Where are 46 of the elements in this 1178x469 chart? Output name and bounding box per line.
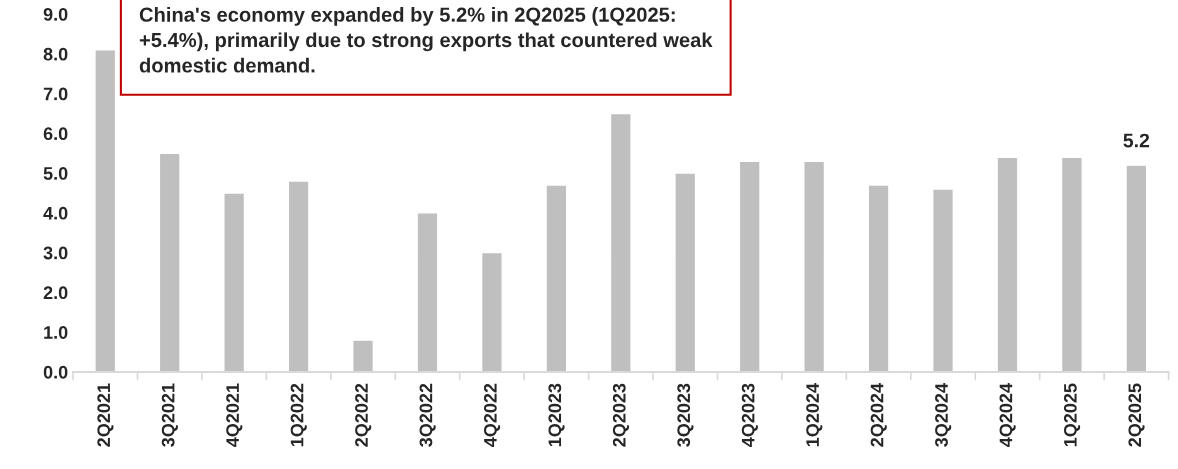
y-tick-label: 3.0	[43, 246, 68, 260]
x-tick-label: 3Q2021	[161, 383, 178, 447]
y-tick-label: 0.0	[43, 365, 68, 379]
y-tick-label: 9.0	[43, 8, 68, 21]
y-tick-label: 6.0	[43, 127, 68, 141]
bar	[223, 192, 246, 372]
bar	[932, 188, 955, 372]
y-tick-label: 1.0	[44, 326, 68, 339]
x-tick-label: 3Q2023	[677, 383, 694, 447]
x-tick-label: 1Q2025	[1063, 383, 1081, 447]
bar	[1125, 164, 1148, 372]
x-tick-label: 1Q2024	[806, 383, 823, 447]
bar	[287, 180, 310, 372]
bar	[609, 112, 632, 372]
bar	[738, 160, 761, 372]
x-tick-label: 4Q2021	[226, 383, 243, 447]
bar	[352, 339, 375, 372]
y-tick-label: 2.0	[43, 286, 68, 300]
x-tick-label: 3Q2024	[935, 383, 952, 447]
bar	[867, 184, 890, 372]
bar	[803, 160, 826, 372]
x-tick-label: 2Q2022	[355, 383, 372, 447]
x-tick-label: 2Q2025	[1128, 383, 1145, 447]
y-tick-label: 7.0	[43, 87, 68, 101]
bar	[94, 49, 117, 372]
x-tick-label: 4Q2022	[483, 383, 501, 447]
bar	[545, 184, 568, 372]
x-tick-label: 4Q2023	[741, 383, 758, 447]
y-tick-label: 8.0	[43, 47, 68, 61]
x-tick-label: 2Q2021	[97, 383, 114, 447]
x-tick-label: 2Q2024	[870, 383, 887, 447]
x-tick-label: 4Q2024	[999, 383, 1016, 447]
bar	[996, 156, 1019, 372]
bar	[674, 172, 697, 372]
x-tick-label: 3Q2022	[419, 383, 436, 447]
bar	[480, 251, 503, 372]
x-tick-label: 2Q2023	[612, 383, 630, 447]
annotation: China's economy expanded by 5.2% in 2Q2025 (1Q2025: +5.4%), primarily due to strong exports that countered weak domestic demand.	[139, 7, 713, 73]
x-tick-label: 1Q2023	[548, 383, 565, 447]
data-label: 5.2	[1123, 133, 1150, 148]
bar	[158, 152, 181, 372]
y-tick-label: 5.0	[43, 167, 68, 180]
y-tick-label: 4.0	[43, 206, 68, 220]
bar	[1060, 156, 1083, 372]
x-tick-label: 1Q2022	[290, 383, 307, 447]
bar	[416, 212, 439, 372]
